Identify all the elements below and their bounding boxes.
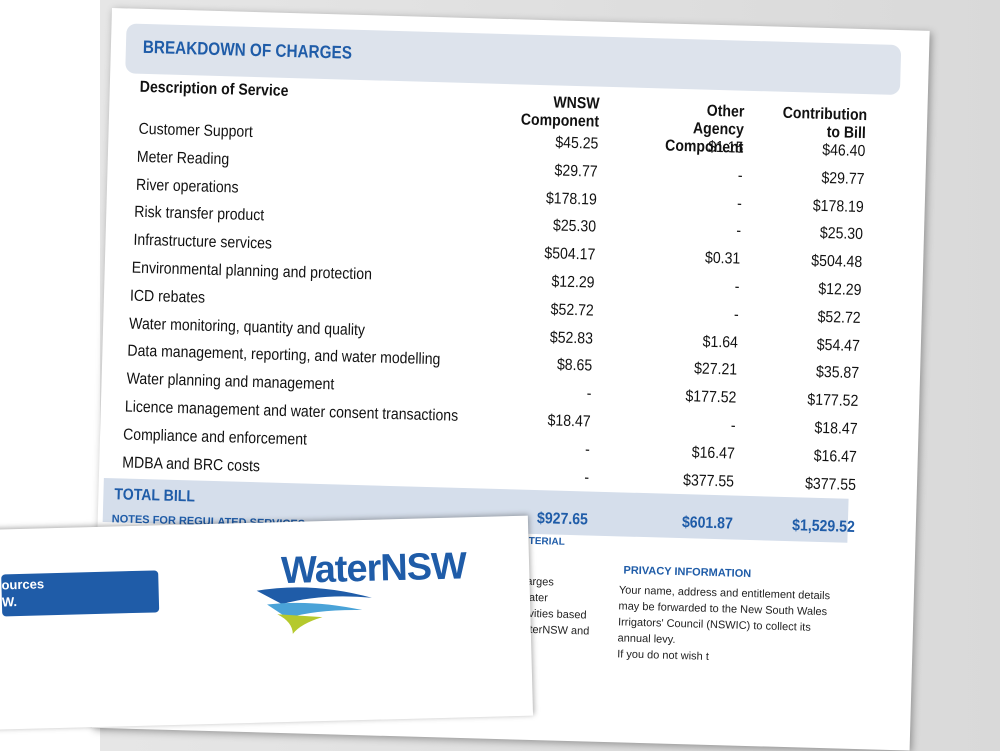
service-name: River operations	[135, 176, 239, 197]
column-header: WNSW Component	[520, 94, 600, 131]
amount: -	[584, 468, 590, 487]
amount: $0.31	[704, 249, 741, 268]
logo-mark	[256, 587, 372, 634]
amount: $12.29	[551, 273, 595, 292]
amount: $16.47	[813, 447, 857, 466]
front-page: WaterNSW ources W.	[0, 515, 534, 730]
amount: $504.48	[811, 252, 863, 272]
amount: -	[730, 417, 736, 435]
service-name: Customer Support	[138, 120, 254, 141]
service-name: Infrastructure services	[132, 231, 272, 253]
column-header: Contribution to Bill	[782, 104, 868, 143]
privacy-text: Your name, address and entitlement detai…	[618, 584, 831, 603]
amount: $18.47	[547, 412, 591, 431]
service-name: Licence management and water consent tra…	[124, 398, 459, 425]
service-name: ICD rebates	[130, 287, 206, 307]
service-name: Water monitoring, quantity and quality	[128, 315, 365, 339]
amount: $504.17	[544, 245, 596, 264]
amount: -	[584, 441, 591, 459]
amount: -	[586, 385, 592, 403]
amount: $1.15	[707, 138, 744, 157]
amount: -	[734, 278, 740, 296]
logo-text: WaterNSW	[280, 545, 467, 593]
amount: $12.29	[818, 280, 862, 300]
amount: -	[737, 167, 743, 185]
service-name: Environmental planning and protection	[131, 259, 373, 284]
service-name: Data management, reporting, and water mo…	[127, 342, 441, 369]
service-name: Compliance and enforcement	[123, 426, 308, 449]
amount: $377.55	[682, 471, 735, 491]
page: BREAKDOWN OF CHARGES Description of Serv…	[0, 0, 1000, 663]
privacy-text: annual levy.	[617, 632, 676, 646]
amount: $46.40	[821, 141, 866, 161]
address-text: W.	[1, 594, 18, 610]
amount: $178.19	[812, 197, 864, 216]
amount: $18.47	[814, 419, 858, 438]
total-amount: $601.87	[681, 514, 734, 533]
amount: $16.47	[691, 444, 736, 463]
privacy-text: Irrigators' Council (NSWIC) to collect i…	[617, 616, 811, 634]
amount: $178.19	[545, 189, 598, 209]
service-name: Risk transfer product	[134, 204, 265, 225]
total-label: TOTAL BILL	[114, 486, 196, 506]
amount: $52.83	[549, 328, 594, 348]
amount: $25.30	[819, 225, 864, 244]
privacy-title: PRIVACY INFORMATION	[623, 564, 752, 581]
amount: $54.47	[816, 336, 861, 355]
amount: $25.30	[552, 217, 597, 236]
amount: -	[733, 306, 739, 324]
amount: $1.64	[702, 333, 739, 352]
service-name: Meter Reading	[137, 148, 230, 169]
amount: -	[736, 222, 742, 241]
amount: $35.87	[815, 364, 860, 383]
amount: $29.77	[554, 162, 598, 181]
address-text: ources	[1, 576, 45, 593]
amount: $52.72	[817, 308, 861, 327]
amount: $8.65	[556, 356, 593, 375]
amount: $45.25	[555, 134, 599, 153]
service-name: MDBA and BRC costs	[121, 454, 261, 475]
service-name: Water planning and management	[125, 370, 335, 394]
amount: $377.55	[804, 475, 857, 494]
amount: $52.72	[550, 301, 594, 320]
amount: $177.52	[685, 388, 737, 407]
privacy-text: If you do not wish t	[616, 648, 710, 663]
amount: -	[736, 195, 743, 213]
amount: $177.52	[807, 391, 859, 411]
amount: $27.21	[693, 360, 738, 379]
column-header: Description of Service	[139, 78, 289, 100]
total-amount: $1,529.52	[791, 517, 856, 536]
privacy-text: may be forwarded to the New South Wales	[618, 600, 828, 619]
amount: $29.77	[821, 169, 865, 188]
